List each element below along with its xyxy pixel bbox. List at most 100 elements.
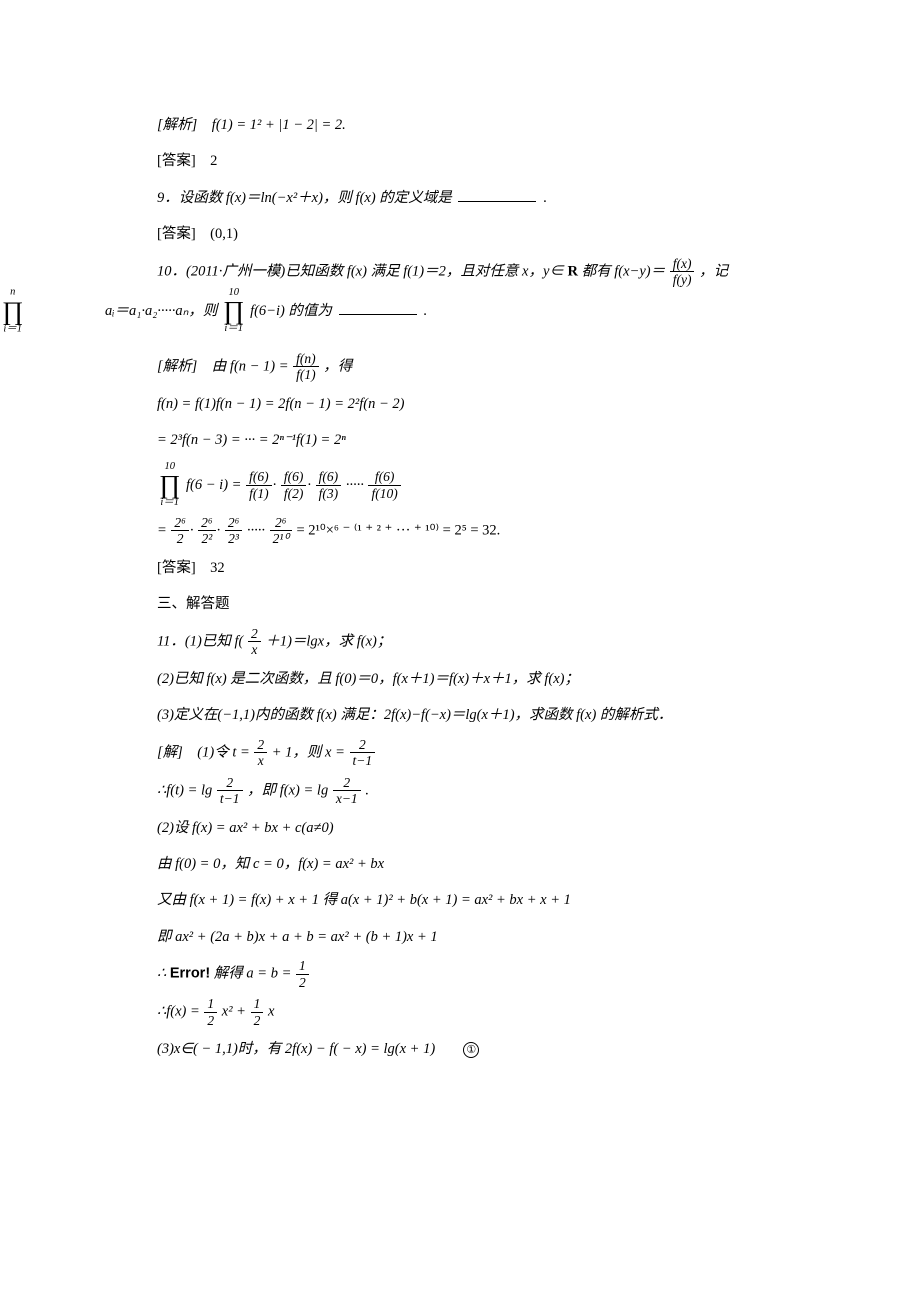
frac-2-xm1: 2x−1 [333,775,361,807]
problem-9: 9．设函数 f(x)＝ln(−x²＋x)，则 f(x) 的定义域是 . [105,183,815,213]
frac-26-22: 2⁶2² [198,515,215,547]
sol11-2-step5: ∴ Error! 解得 a = b = 12 [105,958,815,990]
problem-10-text-e: f(6−i) 的值为 [250,303,332,319]
problem-10-line2: n ∏ i＝1 aᵢ＝a₁·a₂·····aₙ，则 10 ∏ i＝1 f(6−i… [105,288,815,335]
s11-2b: ，即 f(x) = lg [247,782,328,798]
frac-2-x-b: 2x [254,737,267,769]
sol11-1-step2: ∴f(t) = lg 2t−1 ，即 f(x) = lg 2x−1 . [105,775,815,807]
d: x [254,753,267,769]
sol10-s1a: [解析] 由 f(n − 1) = [157,358,289,374]
prod-symbol: ∏ [2,298,23,324]
frac-f6-f3: f(6)f(3) [316,469,342,501]
frac-26-23: 2⁶2³ [225,515,242,547]
n: 2⁶ [225,515,242,532]
sol10-answer: [答案] 32 [105,553,815,583]
product-operator-c: 10 ∏ i＝1 [159,462,180,509]
frac-26-2: 2⁶2 [171,515,188,547]
prod-lower: i＝1 [2,324,23,335]
n: 1 [251,996,264,1013]
s11-2a: ∴f(t) = lg [157,782,212,798]
d: f(2) [281,486,307,502]
frac-num: f(x) [670,256,695,273]
sol10-s5b: = 2¹⁰×⁶ ⁻ ⁽¹ ⁺ ² ⁺ ··· ⁺ ¹⁰⁾ = 2⁵ = 32. [297,522,501,538]
problem-10-text-b: 都有 f(x−y)＝ [582,263,665,279]
frac-1-2-c: 12 [251,996,264,1028]
d: 2¹⁰ [270,531,292,547]
n: 2 [248,626,261,643]
n: f(6) [281,469,307,486]
solution-8-answer: [答案] 2 [105,146,815,176]
n: 2 [350,737,376,754]
prod-symbol: ∏ [223,298,244,324]
problem-9-text: 9．设函数 f(x)＝ln(−x²＋x)，则 f(x) 的定义域是 [157,190,452,206]
n: f(6) [316,469,342,486]
s11-2c: . [365,782,369,798]
frac-fn-f1: f(n) f(1) [293,351,319,383]
prod-lower: i＝1 [223,324,244,335]
d: f(10) [368,486,400,502]
product-operator-b: 10 ∏ i＝1 [223,288,244,335]
n: 2⁶ [198,515,215,532]
n: 1 [296,958,309,975]
d: x−1 [333,791,361,807]
product-operator-a: n ∏ i＝1 [2,288,23,335]
sol10-s1b: ，得 [323,358,352,374]
frac-f6-f10: f(6)f(10) [368,469,400,501]
problem-11-1: 11．(1)已知 f( 2x ＋1)＝lgx，求 f(x)； [105,626,815,658]
sol10-step1: [解析] 由 f(n − 1) = f(n) f(1) ，得 [105,351,815,383]
sol10-step2: f(n) = f(1)f(n − 1) = 2f(n − 1) = 2²f(n … [105,389,815,419]
sol10-s4a: f(6 − i) = [186,477,241,493]
p11-1b: ＋1)＝lgx，求 f(x)； [265,633,391,649]
problem-10-period: . [423,303,427,319]
d: t−1 [217,791,243,807]
therefore: ∴ [157,966,166,982]
problem-11-2: (2)已知 f(x) 是二次函数，且 f(0)＝0，f(x＋1)＝f(x)＋x＋… [105,664,815,694]
problem-11-3: (3)定义在(−1,1)内的函数 f(x) 满足：2f(x)−f(−x)＝lg(… [105,700,815,730]
sol10-step5: = 2⁶2· 2⁶2²· 2⁶2³ ····· 2⁶2¹⁰ = 2¹⁰×⁶ ⁻ … [105,515,815,547]
s11-1b: + 1，则 x = [272,744,345,760]
frac-2-tm1-b: 2t−1 [217,775,243,807]
spacer [105,341,815,351]
frac-f6-f2: f(6)f(2) [281,469,307,501]
frac-1-2: 12 [296,958,309,990]
d: 2 [296,975,309,991]
frac-den: f(y) [670,272,695,288]
frac-fx-fy: f(x) f(y) [670,256,695,288]
frac-26-210: 2⁶2¹⁰ [270,515,292,547]
d: 2² [198,531,215,547]
prod-symbol: ∏ [159,472,180,498]
blank-2 [339,300,417,315]
problem-10-text-a: 10．(2011·广州一模)已知函数 f(x) 满足 f(1)＝2，且对任意 x… [157,263,564,279]
dots: ····· [346,477,364,493]
blank-1 [458,187,536,202]
d: f(3) [316,486,342,502]
s11-5b: 解得 a = b = [214,966,292,982]
sol11-2-step1: (2)设 f(x) = ax² + bx + c(a≠0) [105,813,815,843]
d: f(1) [246,486,272,502]
s11-6b: x² + [222,1004,246,1020]
d: x [248,642,261,658]
equation-label-1: ① [463,1042,479,1058]
problem-10-line1: 10．(2011·广州一模)已知函数 f(x) 满足 f(1)＝2，且对任意 x… [105,256,815,288]
n: f(6) [368,469,400,486]
section-3-heading: 三、解答题 [105,589,815,619]
frac-f6-f1: f(6)f(1) [246,469,272,501]
frac-num: f(n) [293,351,319,368]
eq: = [157,522,167,538]
s11-3a: (3)x∈( − 1,1)时，有 2f(x) − f( − x) = lg(x … [157,1041,450,1057]
d: t−1 [350,753,376,769]
problem-10-text-d: aᵢ＝a₁·a₂·····aₙ，则 [105,303,221,319]
frac-2-x: 2x [248,626,261,658]
d: 2³ [225,531,242,547]
n: 2⁶ [270,515,292,532]
problem-9-period: . [543,190,547,206]
n: 2 [254,737,267,754]
d: 2 [204,1013,217,1029]
d: 2 [251,1013,264,1029]
solution-9-answer: [答案] (0,1) [105,219,815,249]
sol11-2-step4: 即 ax² + (2a + b)x + a + b = ax² + (b + 1… [105,922,815,952]
d: 2 [171,531,188,547]
n: 1 [204,996,217,1013]
n: 2⁶ [171,515,188,532]
s11-6c: x [268,1004,274,1020]
